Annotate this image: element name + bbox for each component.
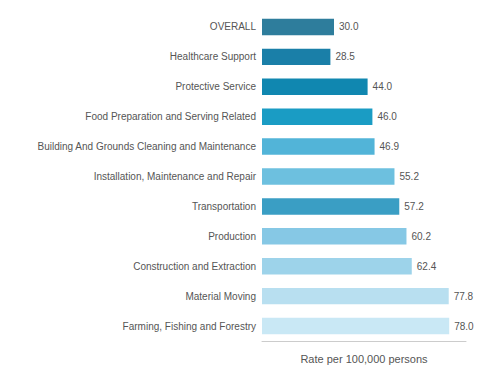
svg-text:62.4: 62.4: [417, 261, 437, 272]
svg-text:Healthcare Support: Healthcare Support: [170, 51, 256, 62]
svg-text:Food Preparation and Serving R: Food Preparation and Serving Related: [85, 111, 256, 122]
svg-text:46.9: 46.9: [380, 141, 400, 152]
svg-text:Protective Service: Protective Service: [175, 81, 256, 92]
svg-text:55.2: 55.2: [399, 171, 419, 182]
svg-text:46.0: 46.0: [377, 111, 397, 122]
svg-text:78.0: 78.0: [454, 321, 474, 332]
svg-text:57.2: 57.2: [404, 201, 424, 212]
svg-text:Installation, Maintenance and: Installation, Maintenance and Repair: [94, 171, 257, 182]
svg-text:77.8: 77.8: [454, 291, 474, 302]
svg-text:OVERALL: OVERALL: [210, 21, 257, 32]
svg-text:30.0: 30.0: [339, 21, 359, 32]
svg-text:44.0: 44.0: [373, 81, 393, 92]
svg-text:28.5: 28.5: [335, 51, 355, 62]
svg-text:Transportation: Transportation: [192, 201, 256, 212]
svg-text:Farming, Fishing and Forestry: Farming, Fishing and Forestry: [123, 321, 256, 332]
svg-text:Production: Production: [208, 231, 256, 242]
svg-text:Material Moving: Material Moving: [185, 291, 256, 302]
svg-text:Building And Grounds Cleaning: Building And Grounds Cleaning and Mainte…: [38, 141, 257, 152]
svg-text:Rate per 100,000 persons: Rate per 100,000 persons: [300, 353, 428, 365]
svg-text:Construction and Extraction: Construction and Extraction: [133, 261, 256, 272]
svg-text:60.2: 60.2: [411, 231, 431, 242]
